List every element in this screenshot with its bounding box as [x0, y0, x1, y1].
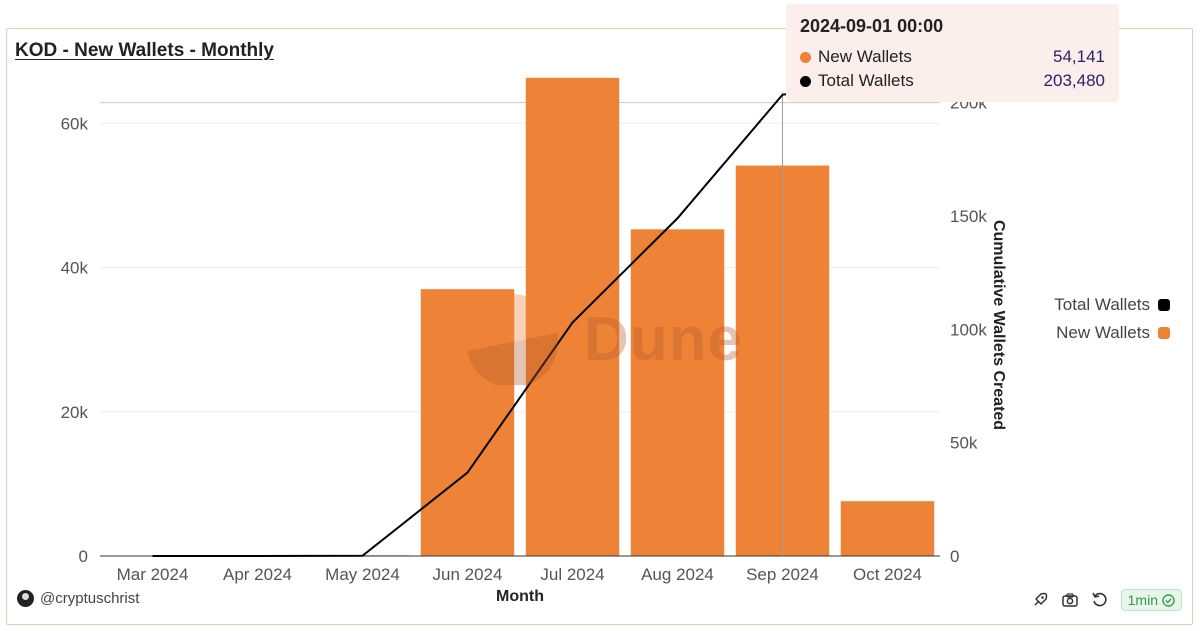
refresh-interval-badge[interactable]: 1min	[1120, 589, 1182, 611]
refresh-interval-label: 1min	[1127, 592, 1158, 608]
chart-title[interactable]: KOD - New Wallets - Monthly	[15, 40, 274, 61]
rocket-icon[interactable]	[1031, 591, 1049, 609]
tooltip-row-total-wallets: Total Wallets 203,480	[800, 69, 1105, 93]
y-right-tick-label: 0	[950, 547, 959, 566]
x-tick-label: Jun 2024	[433, 565, 503, 584]
author-name: @cryptuschrist	[40, 590, 140, 607]
legend-item-total-wallets[interactable]: Total Wallets	[1054, 295, 1170, 315]
x-tick-label: May 2024	[325, 565, 400, 584]
tooltip-title: 2024-09-01 00:00	[800, 16, 944, 36]
x-axis-title: Month	[496, 588, 544, 605]
footer-toolbar: 1min	[1031, 589, 1182, 611]
y-right-tick-label: 50k	[950, 434, 978, 453]
y-right-tick-label: 150k	[950, 207, 987, 226]
bar-new-wallets	[420, 289, 515, 556]
chart-legend: Total Wallets New Wallets	[1054, 295, 1170, 351]
bar-new-wallets	[630, 229, 725, 557]
y-left-tick-label: 40k	[61, 259, 89, 278]
line-total-wallets	[152, 76, 888, 557]
tooltip-label: New Wallets	[818, 47, 912, 66]
check-circle-icon	[1162, 593, 1175, 607]
bar-new-wallets	[840, 501, 935, 556]
tooltip-value: 54,141	[1053, 47, 1105, 66]
refresh-icon[interactable]	[1091, 591, 1109, 609]
legend-item-new-wallets[interactable]: New Wallets	[1054, 323, 1170, 343]
orange-dot-icon	[800, 51, 811, 63]
y-left-tick-label: 0	[79, 547, 88, 566]
y-right-tick-label: 100k	[950, 320, 987, 339]
legend-label: Total Wallets	[1054, 295, 1150, 314]
legend-swatch	[1158, 299, 1170, 311]
camera-icon[interactable]	[1061, 591, 1079, 609]
x-tick-label: Jul 2024	[540, 565, 604, 584]
y-right-axis-title: Cumulative Wallets Created	[990, 220, 1007, 430]
x-tick-label: Mar 2024	[117, 565, 189, 584]
y-left-tick-label: 60k	[61, 114, 89, 133]
tooltip-row-new-wallets: New Wallets 54,141	[800, 45, 1105, 69]
x-tick-label: Aug 2024	[641, 565, 714, 584]
legend-label: New Wallets	[1056, 323, 1150, 342]
tooltip-label: Total Wallets	[818, 71, 914, 90]
legend-swatch	[1158, 327, 1170, 339]
author-link[interactable]: @cryptuschrist	[17, 590, 139, 607]
x-tick-label: Oct 2024	[853, 565, 922, 584]
y-left-tick-label: 20k	[61, 403, 89, 422]
user-avatar-icon	[17, 590, 34, 607]
tooltip-value: 203,480	[1043, 71, 1105, 90]
chart-frame	[6, 28, 1193, 625]
x-tick-label: Sep 2024	[746, 565, 819, 584]
black-dot-icon	[800, 75, 811, 87]
x-tick-label: Apr 2024	[223, 565, 292, 584]
bar-new-wallets	[525, 77, 620, 556]
chart-tooltip: 2024-09-01 00:00 New Wallets 54,141 Tota…	[786, 4, 1119, 102]
